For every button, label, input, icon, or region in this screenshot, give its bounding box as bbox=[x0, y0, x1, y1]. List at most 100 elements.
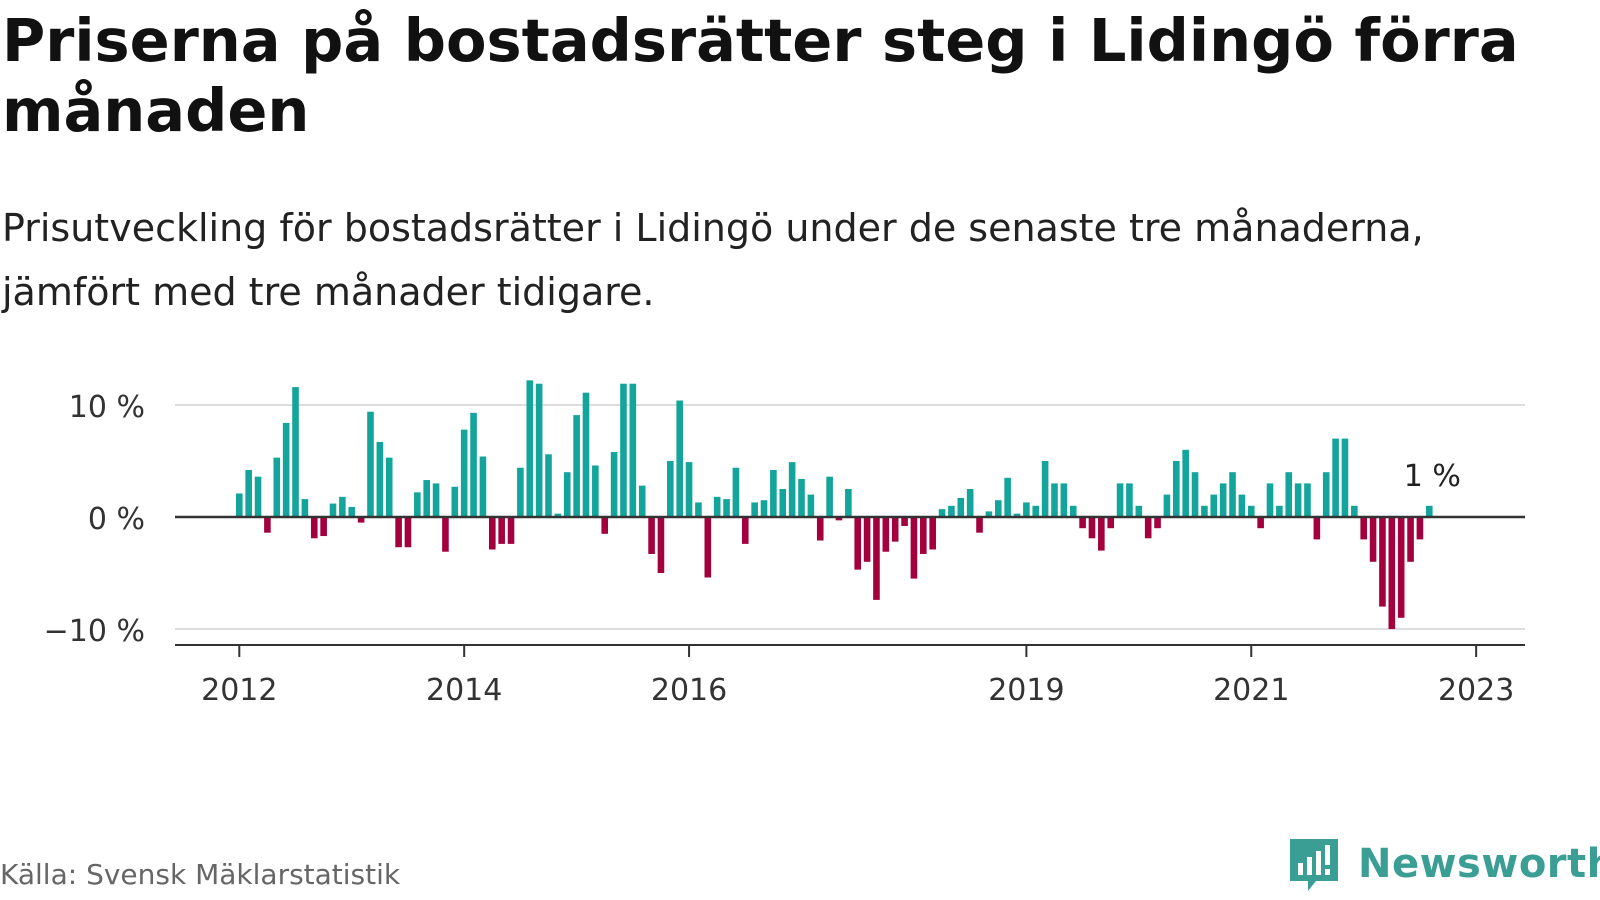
bar bbox=[1276, 505, 1283, 517]
bar bbox=[1051, 483, 1058, 517]
bar bbox=[367, 411, 374, 517]
bar bbox=[807, 494, 815, 517]
bar bbox=[245, 469, 252, 517]
bar bbox=[629, 383, 637, 517]
bar bbox=[620, 383, 627, 517]
bar bbox=[704, 517, 712, 578]
bar bbox=[657, 517, 665, 573]
bar bbox=[638, 485, 646, 517]
bar bbox=[404, 517, 412, 548]
bar bbox=[488, 517, 496, 550]
bar bbox=[357, 517, 365, 523]
bar bbox=[1004, 477, 1011, 517]
bar bbox=[1425, 505, 1433, 517]
bar bbox=[320, 517, 327, 537]
page-subtitle: Prisutveckling för bostadsrätter i Lidin… bbox=[2, 206, 1424, 314]
bar bbox=[901, 517, 908, 526]
bar bbox=[592, 465, 599, 517]
y-tick-label: 10 % bbox=[69, 390, 145, 425]
bar bbox=[236, 493, 243, 517]
bar bbox=[292, 387, 299, 517]
bar bbox=[798, 478, 805, 517]
bar bbox=[695, 502, 702, 517]
bar bbox=[826, 476, 833, 517]
bar bbox=[891, 517, 899, 542]
axes bbox=[175, 515, 1525, 657]
bars bbox=[236, 380, 1433, 629]
bar bbox=[339, 496, 346, 517]
bar bbox=[535, 383, 543, 517]
bar bbox=[348, 506, 356, 517]
bar bbox=[451, 486, 459, 517]
bar bbox=[254, 476, 262, 517]
bar bbox=[479, 456, 487, 517]
bar bbox=[788, 462, 796, 517]
bar bbox=[432, 483, 440, 517]
x-tick-label: 2019 bbox=[988, 673, 1064, 708]
bar bbox=[845, 489, 852, 517]
bar bbox=[1247, 505, 1255, 517]
bar bbox=[1013, 513, 1021, 517]
bar bbox=[1416, 517, 1424, 540]
bar bbox=[1126, 483, 1133, 517]
newsworthy-logo-icon bbox=[1290, 839, 1338, 891]
bar bbox=[1322, 472, 1330, 517]
bar bbox=[1023, 502, 1030, 517]
bar bbox=[545, 454, 552, 517]
bar bbox=[1266, 483, 1274, 517]
bar bbox=[882, 517, 890, 552]
bar bbox=[273, 457, 281, 517]
bar bbox=[1332, 438, 1339, 517]
newsworthy-logo[interactable]: Newsworthy bbox=[1286, 835, 1600, 895]
bar bbox=[264, 517, 271, 533]
bar bbox=[414, 492, 421, 517]
bar bbox=[741, 517, 749, 544]
bar bbox=[854, 517, 862, 570]
source-note: Källa: Svensk Mäklarstatistik bbox=[0, 858, 401, 891]
bar bbox=[1079, 517, 1086, 529]
bar bbox=[1144, 517, 1152, 539]
bar bbox=[648, 517, 655, 554]
bar bbox=[423, 480, 430, 517]
price-change-chart: 10 % 0 % −10 % 2012 2014 2016 2019 2021 2023 1 % bbox=[44, 380, 1525, 708]
bar bbox=[517, 467, 524, 517]
bar bbox=[929, 517, 936, 550]
brand-name: Newsworthy bbox=[1358, 841, 1600, 887]
bar bbox=[310, 517, 318, 539]
bar bbox=[723, 499, 730, 517]
bar bbox=[985, 511, 993, 517]
x-tick-label: 2016 bbox=[651, 673, 727, 708]
bar bbox=[948, 505, 955, 517]
bar bbox=[732, 467, 740, 517]
last-value-annotation: 1 % bbox=[1404, 459, 1461, 494]
bar bbox=[920, 517, 927, 554]
bar bbox=[938, 509, 946, 517]
bar bbox=[1285, 472, 1293, 517]
bar bbox=[713, 496, 721, 517]
bar bbox=[1360, 517, 1367, 540]
x-tick-label: 2014 bbox=[426, 673, 502, 708]
bar bbox=[1041, 461, 1049, 517]
bar bbox=[676, 400, 683, 517]
y-tick-label: −10 % bbox=[44, 614, 145, 649]
bar bbox=[770, 469, 777, 517]
grid-lines bbox=[175, 404, 1525, 630]
x-tick-label: 2012 bbox=[201, 673, 277, 708]
bar bbox=[1201, 505, 1208, 517]
bar bbox=[1173, 461, 1180, 517]
tick-labels: 10 % 0 % −10 % 2012 2014 2016 2019 2021 2023 1 % bbox=[44, 390, 1515, 708]
bar bbox=[1154, 517, 1161, 529]
bar bbox=[1069, 505, 1077, 517]
y-tick-label: 0 % bbox=[88, 502, 145, 537]
bar bbox=[1107, 517, 1115, 529]
bar bbox=[376, 441, 384, 517]
bar bbox=[470, 412, 477, 517]
bar bbox=[1379, 517, 1386, 607]
bar bbox=[573, 415, 580, 517]
bar bbox=[301, 499, 309, 517]
bar bbox=[1294, 483, 1302, 517]
bar bbox=[751, 502, 758, 517]
bar bbox=[498, 517, 505, 544]
bar bbox=[1351, 505, 1358, 517]
bar bbox=[1397, 517, 1405, 618]
